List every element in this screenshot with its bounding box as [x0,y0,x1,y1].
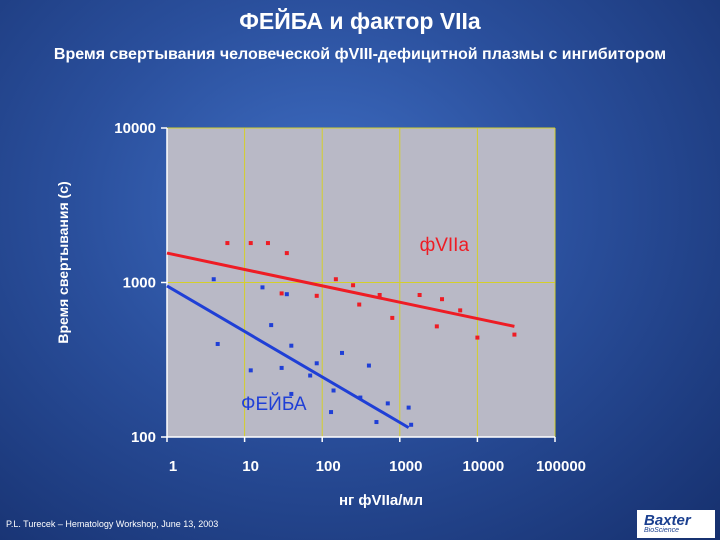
trend-line [166,284,410,429]
data-point [269,323,274,328]
data-point [357,302,362,307]
data-point [366,363,371,368]
data-point [308,373,313,378]
data-point [417,293,422,298]
logo-subtext: BioScience [644,527,680,534]
x-axis-title: нг фVIIa/мл [339,492,423,509]
data-point [390,315,395,320]
data-point [279,365,284,370]
data-point [358,395,363,400]
series-label: ФЕЙБА [241,393,307,415]
data-point [314,293,319,298]
data-point [260,285,265,290]
data-point [340,350,345,355]
data-point [284,251,289,256]
y-axis-title: Время свертывания (с) [55,181,71,343]
data-point [279,291,284,296]
data-point [215,341,220,346]
data-point [289,391,294,396]
slide-title: ФЕЙБА и фактор VIIa [239,8,481,34]
trend-line [166,251,515,328]
data-point [475,335,480,340]
data-point [225,241,230,246]
data-point [211,277,216,282]
data-point [248,241,253,246]
series-label: фVIIa [420,235,470,256]
data-point [434,324,439,329]
data-point [314,361,319,366]
y-tick-label: 10000 [114,120,156,137]
data-point [440,297,445,302]
y-tick-label: 1000 [123,275,156,292]
data-point [377,293,382,298]
data-point [409,422,414,427]
data-point [512,332,517,337]
baxter-logo: Baxter BioScience [637,510,715,538]
data-point [248,368,253,373]
data-point [458,308,463,313]
data-point [329,410,334,415]
x-tick-label: 100000 [536,458,586,475]
data-point [374,420,379,425]
data-point [331,388,336,393]
footer-citation: P.L. Turecek – Hematology Workshop, June… [6,519,219,529]
y-tick-label: 100 [131,429,156,446]
x-tick-label: 100 [316,458,341,475]
logo-text: Baxter [644,512,691,529]
data-point [385,401,390,406]
x-tick-label: 1000 [389,458,422,475]
x-tick-label: 10 [242,458,259,475]
data-point [284,292,289,297]
x-tick-label: 1 [169,458,177,475]
data-point [333,277,338,282]
data-point [265,241,270,246]
data-point [289,343,294,348]
x-tick-label: 10000 [463,458,505,475]
data-point [351,283,356,288]
slide-subtitle: Время свертывания человеческой фVIII-деф… [53,46,667,63]
data-point [406,405,411,410]
